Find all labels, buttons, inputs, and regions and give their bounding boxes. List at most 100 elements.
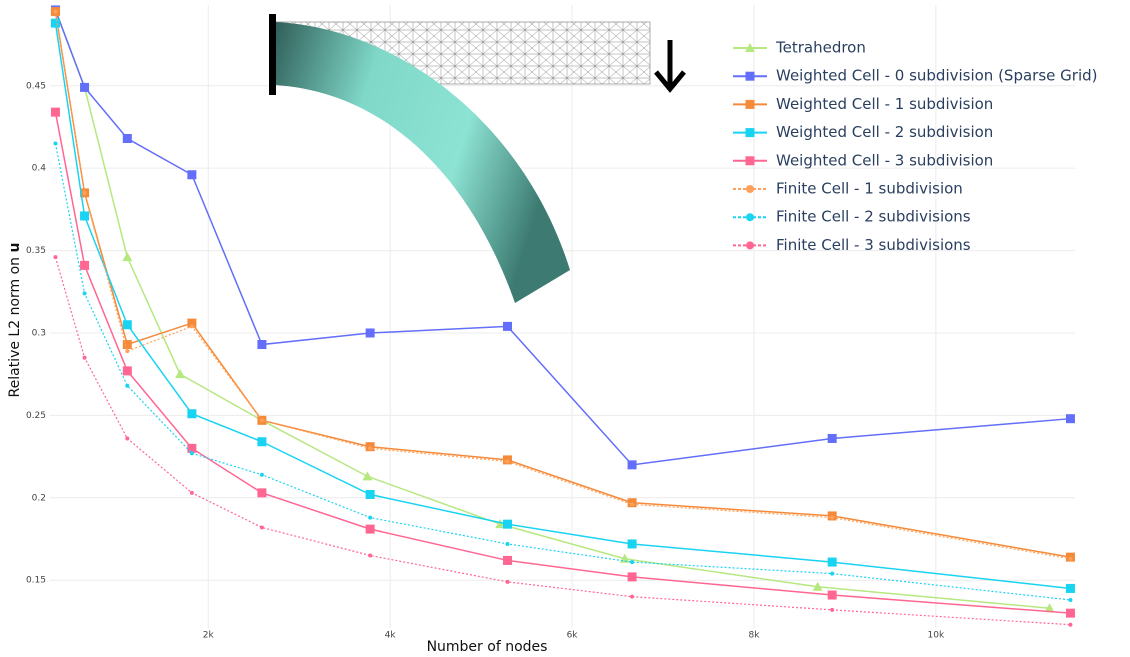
marker [187,409,197,419]
marker [257,340,267,350]
marker [257,437,267,447]
marker [368,553,373,558]
legend-label: Finite Cell - 2 subdivisions [776,208,971,226]
marker [746,185,754,193]
series-line [54,11,1071,558]
marker [505,459,510,464]
marker [627,572,637,582]
marker [745,71,755,81]
load-arrow [654,40,686,93]
x-tick-label: 10k [928,631,945,641]
marker [53,255,58,260]
series-line [54,9,1071,466]
series-line [54,23,1071,590]
marker [1065,414,1075,424]
y-tick-label: 0.45 [26,81,46,91]
marker [259,472,264,477]
legend-label: Finite Cell - 3 subdivisions [776,236,971,254]
marker [50,18,60,28]
marker [53,141,58,146]
marker [187,318,197,328]
y-axis-title-text: Relative L2 norm on [7,252,23,397]
y-tick-label: 0.25 [26,411,46,421]
bent-beam [275,22,570,303]
marker [365,328,375,338]
marker [257,488,267,498]
marker [746,241,754,250]
legend: Tetrahedron Weighted Cell - 0 subdivision… [733,39,1097,254]
legend-label: Weighted Cell - 3 subdivision [776,151,993,169]
marker [125,349,130,354]
marker [830,571,835,576]
y-tick-label: 0.4 [32,164,47,174]
marker [125,436,130,441]
x-tick-label: 2k [203,631,215,641]
marker [187,443,197,453]
x-tick-label: 8k [748,631,760,641]
y-axis-title-bold: u [7,243,23,253]
legend-label: Weighted Cell - 0 subdivision (Sparse Gr… [776,67,1097,85]
marker [505,579,510,584]
marker [365,524,375,534]
marker [812,581,823,591]
marker [827,557,837,567]
legend-label: Weighted Cell - 1 subdivision [776,95,993,113]
marker [368,446,373,451]
marker [362,471,373,481]
marker [122,366,132,376]
marker [368,515,373,520]
marker [189,451,194,456]
marker [189,490,194,495]
series-line [54,111,1071,614]
y-tick-label: 0.35 [26,246,46,256]
marker [630,560,635,565]
marker [259,418,264,423]
marker [82,291,87,296]
marker [1068,556,1073,561]
marker [502,519,512,529]
marker [175,369,186,379]
marker [505,541,510,546]
marker [1065,608,1075,618]
y-tick-label: 0.3 [32,328,46,338]
marker [80,260,90,270]
x-tick-label: 6k [567,631,579,641]
marker [745,156,755,166]
y-axis-title: Relative L2 norm on u [7,243,23,398]
x-tick-label: 4k [385,631,397,641]
marker [745,99,755,109]
support [269,14,276,95]
marker [827,433,837,443]
marker [1068,622,1073,627]
marker [1044,603,1055,613]
marker [80,82,90,92]
marker [53,9,58,14]
marker [830,515,835,520]
marker [495,519,506,529]
marker [50,107,60,117]
series-line [54,9,1050,609]
marker [502,321,512,331]
marker [125,383,130,388]
legend-label: Weighted Cell - 2 subdivision [776,123,993,141]
marker [502,555,512,565]
marker [189,324,194,329]
marker [745,128,755,138]
series-line [54,11,1071,560]
marker [259,525,264,530]
y-tick-label: 0.2 [32,493,46,503]
beam-illustration [269,14,686,303]
marker [122,252,133,262]
marker [1065,583,1075,593]
y-tick-label: 0.15 [26,576,46,586]
marker [1068,597,1073,602]
series-line [54,257,1071,626]
marker [82,190,87,195]
marker [627,460,637,470]
marker [827,590,837,600]
marker [122,134,132,143]
marker [830,607,835,612]
marker [630,502,635,507]
marker [365,490,375,499]
